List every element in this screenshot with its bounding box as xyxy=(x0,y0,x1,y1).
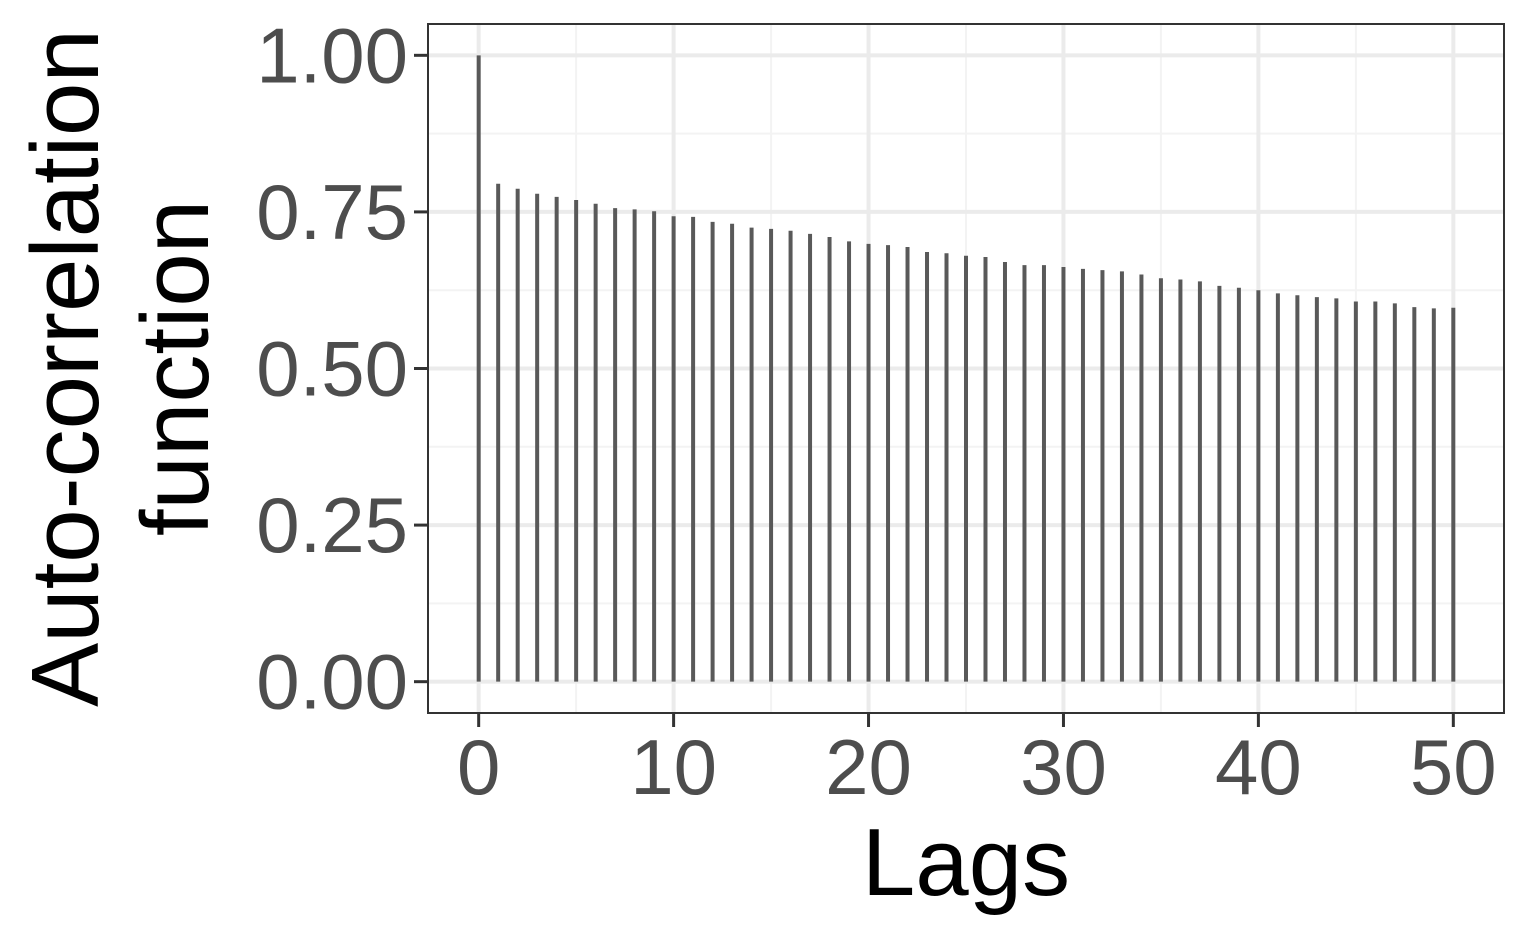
y-axis-title-line-1: Auto-correlation xyxy=(12,29,119,707)
x-tick-label: 40 xyxy=(1215,723,1302,811)
x-tick-label: 30 xyxy=(1020,723,1107,811)
bars-layer xyxy=(476,55,1456,682)
x-tick-label: 20 xyxy=(825,723,912,811)
x-tick-label: 50 xyxy=(1410,723,1497,811)
y-tick-label: 0.00 xyxy=(256,638,408,726)
y-tick-label: 0.25 xyxy=(256,481,408,569)
y-axis-title-line-2: function xyxy=(122,200,229,536)
x-tick-label: 10 xyxy=(630,723,717,811)
y-tick-label: 0.50 xyxy=(256,325,408,413)
x-tick-label: 0 xyxy=(457,723,500,811)
x-axis-title: Lags xyxy=(862,809,1070,916)
y-axis: 0.00 0.25 0.50 0.75 1.00 xyxy=(256,11,428,726)
y-tick-label: 1.00 xyxy=(256,11,408,99)
y-tick-label: 0.75 xyxy=(256,168,408,256)
x-axis: 0 10 20 30 40 50 xyxy=(457,713,1497,811)
